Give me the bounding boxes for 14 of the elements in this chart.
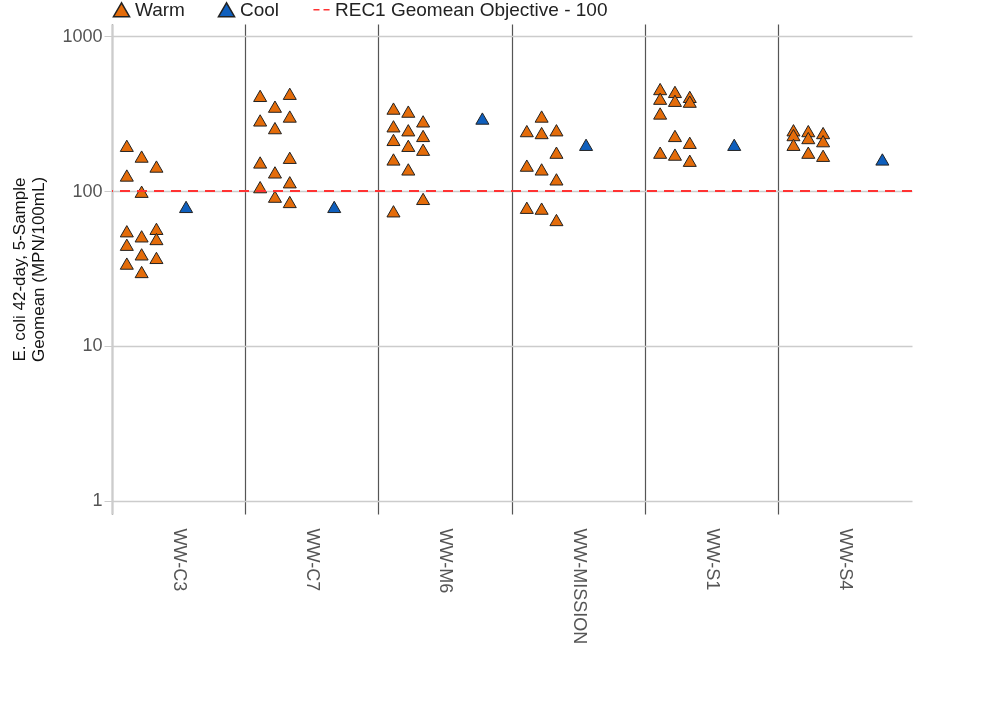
x-tick-label: WW-S4	[836, 528, 857, 591]
x-tick-label: WW-M6	[436, 528, 457, 594]
x-tick-label: WW-C7	[303, 528, 323, 592]
legend-label: Cool	[240, 0, 280, 20]
legend-label: Warm	[135, 0, 185, 20]
y-tick-label: 10	[82, 335, 103, 356]
y-tick-label: 100	[72, 180, 103, 201]
x-tick-label: WW-S1	[703, 528, 723, 591]
x-tick-label: WW-MISSION	[569, 528, 590, 645]
x-tick-label: WW-C3	[169, 528, 190, 592]
y-tick-label: 1000	[62, 25, 103, 46]
legend-label: REC1 Geomean Objective - 100	[335, 0, 608, 20]
y-tick-label: 1	[92, 490, 103, 511]
y-axis-title: E. coli 42-day, 5-Sample Geomean (MPN/100mL)	[10, 176, 49, 363]
